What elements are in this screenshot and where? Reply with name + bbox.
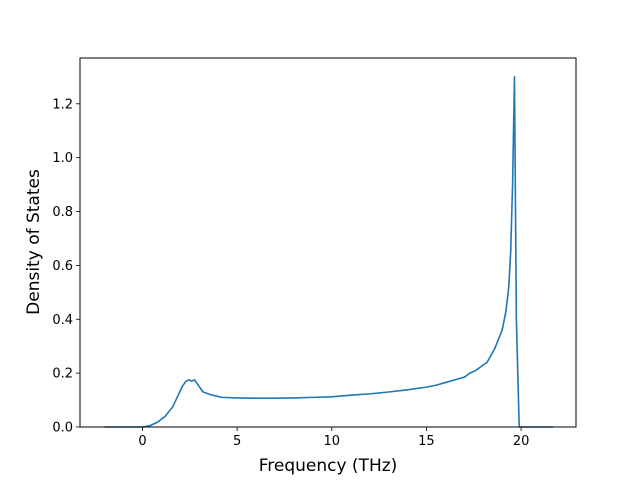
y-axis-label: Density of States [24, 169, 44, 315]
y-tick-label: 1.2 [52, 97, 73, 112]
x-axis-label: Frequency (THz) [259, 456, 398, 476]
y-tick-label: 0.4 [52, 313, 73, 328]
y-tick-label: 0.8 [52, 205, 73, 220]
x-tick-label: 0 [138, 434, 146, 449]
x-tick-label: 5 [233, 434, 241, 449]
y-axis-ticks: 0.0 0.2 0.4 0.6 0.8 1.0 1.2 [52, 97, 80, 436]
x-tick-label: 10 [324, 434, 341, 449]
x-tick-label: 15 [418, 434, 435, 449]
plot-area [80, 58, 576, 427]
dos-line [104, 76, 554, 428]
x-tick-label: 20 [513, 434, 530, 449]
y-tick-label: 0.2 [52, 367, 73, 382]
plot-frame [79, 57, 577, 428]
y-tick-label: 0.0 [52, 421, 73, 436]
y-tick-label: 1.0 [52, 151, 73, 166]
x-axis-ticks: 0 5 10 15 20 [138, 427, 529, 449]
y-tick-label: 0.6 [52, 259, 73, 274]
